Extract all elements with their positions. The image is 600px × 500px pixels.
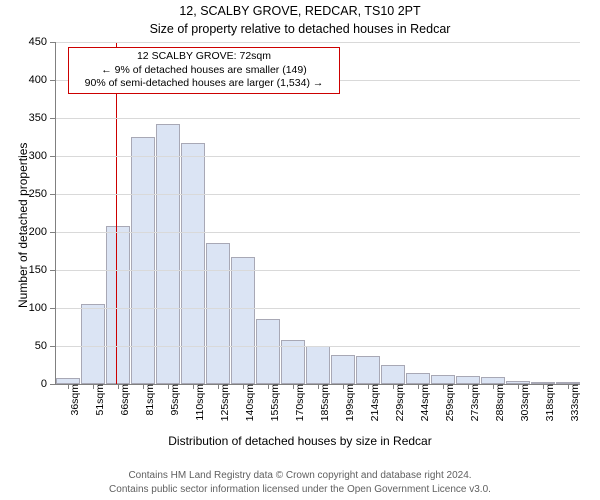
xtick-label: 214sqm bbox=[365, 384, 381, 421]
ytick-label: 150 bbox=[29, 264, 55, 276]
chart-container: 12, SCALBY GROVE, REDCAR, TS10 2PT Size … bbox=[0, 0, 600, 500]
histogram-bar bbox=[406, 373, 430, 384]
xtick-label: 125sqm bbox=[215, 384, 231, 421]
xtick-label: 81sqm bbox=[140, 384, 156, 416]
ytick-label: 250 bbox=[29, 188, 55, 200]
xtick-label: 110sqm bbox=[190, 384, 206, 421]
x-axis-label: Distribution of detached houses by size … bbox=[0, 434, 600, 448]
ytick-label: 50 bbox=[35, 340, 55, 352]
histogram-bar bbox=[106, 226, 130, 384]
xtick-label: 140sqm bbox=[240, 384, 256, 421]
histogram-bar bbox=[181, 143, 205, 384]
gridline-h bbox=[55, 194, 580, 195]
xtick-label: 244sqm bbox=[415, 384, 431, 421]
gridline-h bbox=[55, 156, 580, 157]
footer-attribution: Contains HM Land Registry data © Crown c… bbox=[0, 469, 600, 496]
xtick-label: 288sqm bbox=[490, 384, 506, 421]
xtick-label: 170sqm bbox=[290, 384, 306, 421]
chart-title-line1: 12, SCALBY GROVE, REDCAR, TS10 2PT bbox=[0, 4, 600, 18]
gridline-h bbox=[55, 270, 580, 271]
y-axis-label: Number of detached properties bbox=[16, 143, 30, 308]
histogram-bar bbox=[231, 257, 255, 384]
ytick-label: 300 bbox=[29, 150, 55, 162]
chart-title-line2: Size of property relative to detached ho… bbox=[0, 22, 600, 36]
xtick-label: 273sqm bbox=[465, 384, 481, 421]
ytick-label: 0 bbox=[41, 378, 55, 390]
histogram-bar bbox=[356, 356, 380, 384]
ytick-label: 100 bbox=[29, 302, 55, 314]
xtick-label: 51sqm bbox=[90, 384, 106, 416]
histogram-bar bbox=[381, 365, 405, 384]
xtick-label: 36sqm bbox=[65, 384, 81, 416]
annotation-line-3: 90% of semi-detached houses are larger (… bbox=[75, 77, 333, 91]
ytick-label: 200 bbox=[29, 226, 55, 238]
histogram-bar bbox=[256, 319, 280, 384]
gridline-h bbox=[55, 42, 580, 43]
gridline-h bbox=[55, 118, 580, 119]
ytick-label: 400 bbox=[29, 74, 55, 86]
xtick-label: 155sqm bbox=[265, 384, 281, 421]
ytick-label: 450 bbox=[29, 36, 55, 48]
xtick-label: 199sqm bbox=[340, 384, 356, 421]
histogram-bar bbox=[306, 346, 330, 384]
footer-line-2: Contains public sector information licen… bbox=[0, 483, 600, 497]
histogram-bar bbox=[431, 375, 455, 384]
xtick-label: 259sqm bbox=[440, 384, 456, 421]
xtick-label: 229sqm bbox=[390, 384, 406, 421]
gridline-h bbox=[55, 346, 580, 347]
xtick-label: 66sqm bbox=[115, 384, 131, 416]
histogram-bar bbox=[206, 243, 230, 384]
histogram-bar bbox=[81, 304, 105, 384]
xtick-label: 333sqm bbox=[565, 384, 581, 421]
histogram-bar bbox=[156, 124, 180, 384]
gridline-h bbox=[55, 232, 580, 233]
xtick-label: 95sqm bbox=[165, 384, 181, 416]
xtick-label: 318sqm bbox=[540, 384, 556, 421]
y-axis-line bbox=[55, 42, 56, 384]
histogram-bar bbox=[456, 376, 480, 384]
ytick-label: 350 bbox=[29, 112, 55, 124]
gridline-h bbox=[55, 308, 580, 309]
footer-line-1: Contains HM Land Registry data © Crown c… bbox=[0, 469, 600, 483]
annotation-line-2: ← 9% of detached houses are smaller (149… bbox=[75, 64, 333, 78]
xtick-label: 303sqm bbox=[515, 384, 531, 421]
xtick-label: 185sqm bbox=[315, 384, 331, 421]
histogram-bar bbox=[481, 377, 505, 384]
annotation-line-1: 12 SCALBY GROVE: 72sqm bbox=[75, 50, 333, 64]
histogram-bar bbox=[331, 355, 355, 384]
annotation-box: 12 SCALBY GROVE: 72sqm ← 9% of detached … bbox=[68, 47, 340, 94]
